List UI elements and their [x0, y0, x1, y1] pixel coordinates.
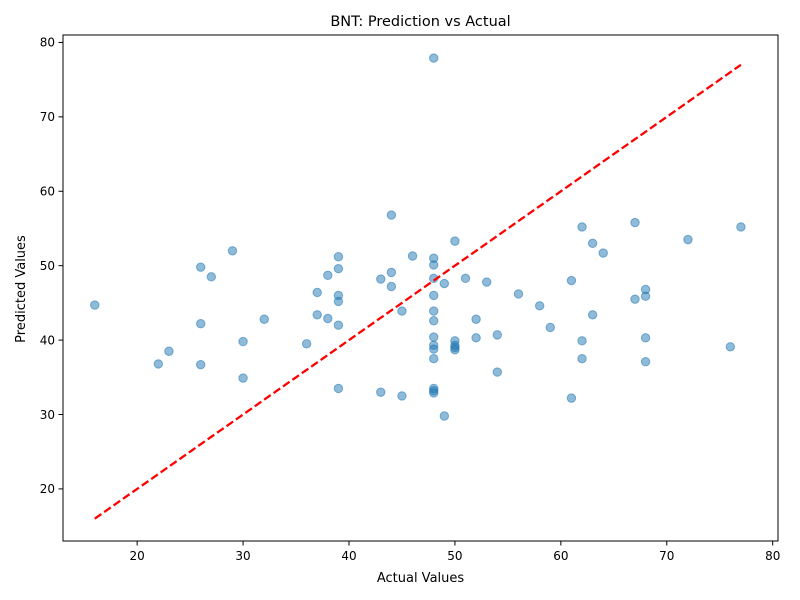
- data-point: [577, 336, 587, 346]
- data-point: [429, 353, 439, 364]
- x-axis-label: Actual Values: [377, 571, 465, 586]
- data-point: [598, 248, 608, 258]
- data-point: [301, 339, 312, 349]
- data-point: [471, 333, 481, 343]
- data-point: [566, 393, 577, 403]
- data-point: [439, 278, 450, 289]
- data-point: [683, 234, 693, 245]
- y-tick-label: 70: [40, 110, 55, 124]
- data-point: [386, 281, 397, 292]
- data-point: [376, 274, 386, 284]
- data-point: [566, 275, 577, 286]
- data-point: [471, 314, 481, 324]
- data-point: [386, 210, 397, 220]
- data-point: [460, 273, 471, 284]
- axes-frame: [62, 34, 779, 542]
- x-tick-label: 60: [553, 549, 568, 563]
- chart-title: BNT: Prediction vs Actual: [330, 14, 510, 30]
- data-point: [577, 222, 587, 232]
- y-tick-label: 20: [40, 482, 55, 496]
- data-point: [227, 246, 238, 256]
- data-point: [429, 53, 439, 63]
- data-point: [333, 252, 344, 262]
- x-tick-label: 40: [341, 549, 356, 563]
- x-tick-label: 70: [659, 549, 674, 563]
- data-point: [386, 267, 397, 278]
- data-point: [259, 314, 269, 324]
- data-point: [333, 263, 344, 274]
- data-point: [534, 301, 545, 311]
- data-point: [450, 236, 460, 246]
- data-point: [312, 310, 322, 320]
- data-point: [429, 388, 439, 398]
- data-point: [164, 346, 174, 356]
- x-tick-label: 30: [235, 549, 250, 563]
- y-axis-label: Predicted Values: [14, 235, 29, 343]
- data-point: [482, 277, 492, 287]
- data-point: [630, 294, 640, 304]
- data-point: [640, 333, 651, 343]
- data-point: [376, 387, 386, 397]
- data-point: [513, 289, 524, 299]
- y-tick-label: 40: [40, 333, 55, 347]
- data-point: [333, 296, 344, 307]
- data-point: [429, 316, 439, 326]
- data-point: [429, 306, 439, 316]
- data-point: [312, 287, 322, 298]
- data-point: [640, 356, 651, 367]
- data-point: [429, 332, 439, 342]
- data-point: [153, 359, 164, 369]
- data-point: [587, 238, 598, 249]
- data-point: [333, 383, 344, 394]
- data-point: [577, 353, 587, 364]
- y-tick-label: 30: [40, 408, 55, 422]
- data-point: [238, 336, 248, 347]
- y-tick-label: 80: [40, 36, 55, 50]
- data-point: [640, 291, 651, 301]
- data-point: [323, 270, 333, 281]
- data-point: [196, 319, 206, 329]
- data-point: [587, 310, 598, 320]
- data-point: [90, 300, 100, 310]
- plot-area: 20 30 40 50 60 70 80 20 30 40 50 60 70 80: [40, 34, 780, 563]
- data-point: [206, 272, 217, 282]
- data-point: [238, 373, 248, 383]
- reference-line: [94, 63, 742, 520]
- data-point: [736, 222, 746, 232]
- data-point: [630, 217, 640, 228]
- data-point: [397, 391, 407, 401]
- x-tick-label: 80: [765, 549, 780, 563]
- data-point: [492, 367, 502, 377]
- data-point: [725, 342, 736, 352]
- data-point: [439, 411, 450, 421]
- x-tick-label: 20: [130, 549, 145, 563]
- data-point: [429, 290, 439, 301]
- data-point: [492, 330, 502, 340]
- data-points: [90, 53, 746, 421]
- data-point: [450, 345, 460, 355]
- x-tick-label: 50: [447, 549, 462, 563]
- y-tick-label: 50: [40, 259, 55, 273]
- data-point: [429, 260, 439, 270]
- data-point: [407, 251, 418, 261]
- data-point: [196, 359, 206, 370]
- data-point: [397, 306, 407, 316]
- data-point: [323, 313, 333, 324]
- data-point: [545, 322, 555, 333]
- data-point: [196, 262, 206, 272]
- y-tick-label: 60: [40, 185, 55, 199]
- data-point: [429, 344, 439, 354]
- data-point: [333, 320, 344, 330]
